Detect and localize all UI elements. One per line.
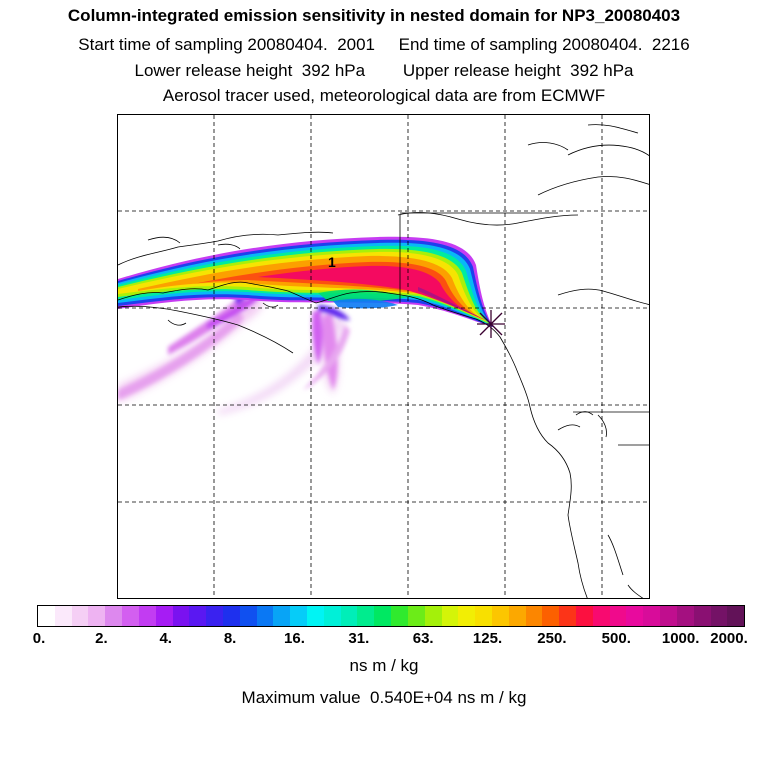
colorbar-swatch [542,606,560,626]
colorbar-swatch [307,606,324,626]
colorbar-swatch [172,606,190,626]
sampling-time-line: Start time of sampling 20080404. 2001 En… [78,35,690,54]
colorbar-swatch [239,606,257,626]
colorbar-swatch [340,606,358,626]
colorbar-tick-label: 31. [348,630,370,647]
colorbar-swatch [189,606,207,626]
colorbar-swatch [138,606,156,626]
colorbar-swatch [693,606,711,626]
colorbar-swatch [357,606,375,626]
colorbar-swatch [88,606,106,626]
map-svg: 1 [118,115,649,598]
colorbar-swatch [105,606,123,626]
colorbar-tick-label: 500. [601,630,631,647]
colorbar-unit: ns m / kg [349,656,419,675]
colorbar-swatch [710,606,728,626]
colorbar-tick-label: 63. [412,630,434,647]
colorbar-swatch [71,606,89,626]
colorbar-tick-label: 250. [537,630,567,647]
colorbar-swatch [374,606,392,626]
colorbar-tick-label: 0. [32,630,46,647]
colorbar-swatch [155,606,173,626]
colorbar-swatch [441,606,459,626]
colorbar-swatch [609,606,627,626]
tracer-info-line: Aerosol tracer used, meteorological data… [162,86,606,105]
colorbar-swatch [122,606,139,626]
map-panel: 1 [117,114,650,599]
colorbar [37,605,745,627]
latlon-grid [118,115,649,598]
colorbar-swatch [660,606,677,626]
colorbar-tick-label: 2000. [710,630,748,647]
max-value-text: Maximum value 0.540E+04 ns m / kg [241,688,527,707]
colorbar-swatch [458,606,476,626]
coastlines [118,124,649,598]
colorbar-tick-label: 8. [223,630,237,647]
colorbar-swatch [576,606,593,626]
release-point-marker [477,310,505,338]
colorbar-swatch [592,606,610,626]
colorbar-swatch [508,606,526,626]
colorbar-tick-label: 1000. [661,630,700,647]
colorbar-tick-label: 2. [95,630,108,647]
emission-sensitivity-field [118,236,493,415]
colorbar-swatch [407,606,425,626]
marker-label-1: 1 [328,254,336,270]
release-height-line: Lower release height 392 hPa Upper relea… [134,61,634,80]
colorbar-swatch [676,606,694,626]
political-boundaries [399,212,649,413]
colorbar-swatch [491,606,509,626]
colorbar-swatch [273,606,291,626]
colorbar-swatch [525,606,543,626]
colorbar-swatch [206,606,223,626]
colorbar-swatch [222,606,240,626]
colorbar-swatch [727,606,744,626]
colorbar-swatch [475,606,492,626]
colorbar-tick-label: 125. [472,630,503,647]
colorbar-swatch [323,606,341,626]
colorbar-swatch [643,606,661,626]
colorbar-swatch [54,606,72,626]
colorbar-swatch [424,606,442,626]
figure-title: Column-integrated emission sensitivity i… [67,6,681,25]
colorbar-swatch [290,606,307,626]
colorbar-swatch [626,606,644,626]
colorbar-tick-label: 4. [159,630,172,647]
colorbar-swatch [38,606,55,626]
colorbar-swatch [256,606,274,626]
colorbar-swatch [391,606,408,626]
colorbar-tick-label: 16. [284,630,305,647]
colorbar-swatch [559,606,576,626]
